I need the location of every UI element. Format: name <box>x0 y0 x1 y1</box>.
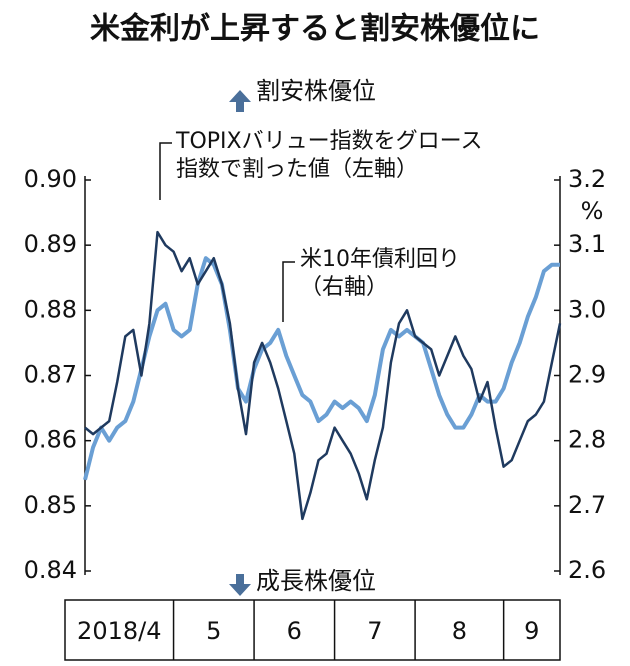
y-tick-label: 0.87 <box>24 361 77 389</box>
y2-tick-label: 2.8 <box>568 426 606 454</box>
y-tick-label: 0.86 <box>24 426 77 454</box>
y-tick-label: 0.89 <box>24 230 77 258</box>
x-tick-label: 2018/4 <box>77 617 161 645</box>
y2-tick-label: 3.1 <box>568 230 606 258</box>
x-tick-label: 9 <box>524 617 539 645</box>
y2-tick-label: 2.6 <box>568 556 606 584</box>
y-tick-label: 0.90 <box>24 165 77 193</box>
y2-tick-label: 2.7 <box>568 491 606 519</box>
y-tick-label: 0.84 <box>24 556 77 584</box>
y-tick-label: 0.85 <box>24 491 77 519</box>
y2-unit: % <box>581 197 604 225</box>
x-tick-label: 5 <box>206 617 221 645</box>
y2-tick-label: 3.2 <box>568 165 606 193</box>
series-label: TOPIXバリュー指数をグロース 指数で割った値（左軸） <box>176 129 483 182</box>
y-tick-label: 0.88 <box>24 295 77 323</box>
series-label: 米10年債利回り （右軸） <box>300 247 460 300</box>
down-arrow <box>229 574 251 596</box>
month-band <box>64 599 561 661</box>
x-tick-label: 7 <box>367 617 382 645</box>
annotation: 成長株優位 <box>256 567 376 595</box>
y2-tick-label: 3.0 <box>568 295 606 323</box>
up-arrow <box>229 90 251 112</box>
chart-title: 米金利が上昇すると割安株優位に <box>90 12 540 47</box>
leader-line <box>282 261 295 322</box>
x-tick-label: 6 <box>287 617 302 645</box>
y2-tick-label: 2.9 <box>568 361 606 389</box>
x-tick-label: 8 <box>452 617 467 645</box>
annotation: 割安株優位 <box>256 77 376 105</box>
leader-line <box>159 142 172 200</box>
series-line <box>84 230 562 521</box>
